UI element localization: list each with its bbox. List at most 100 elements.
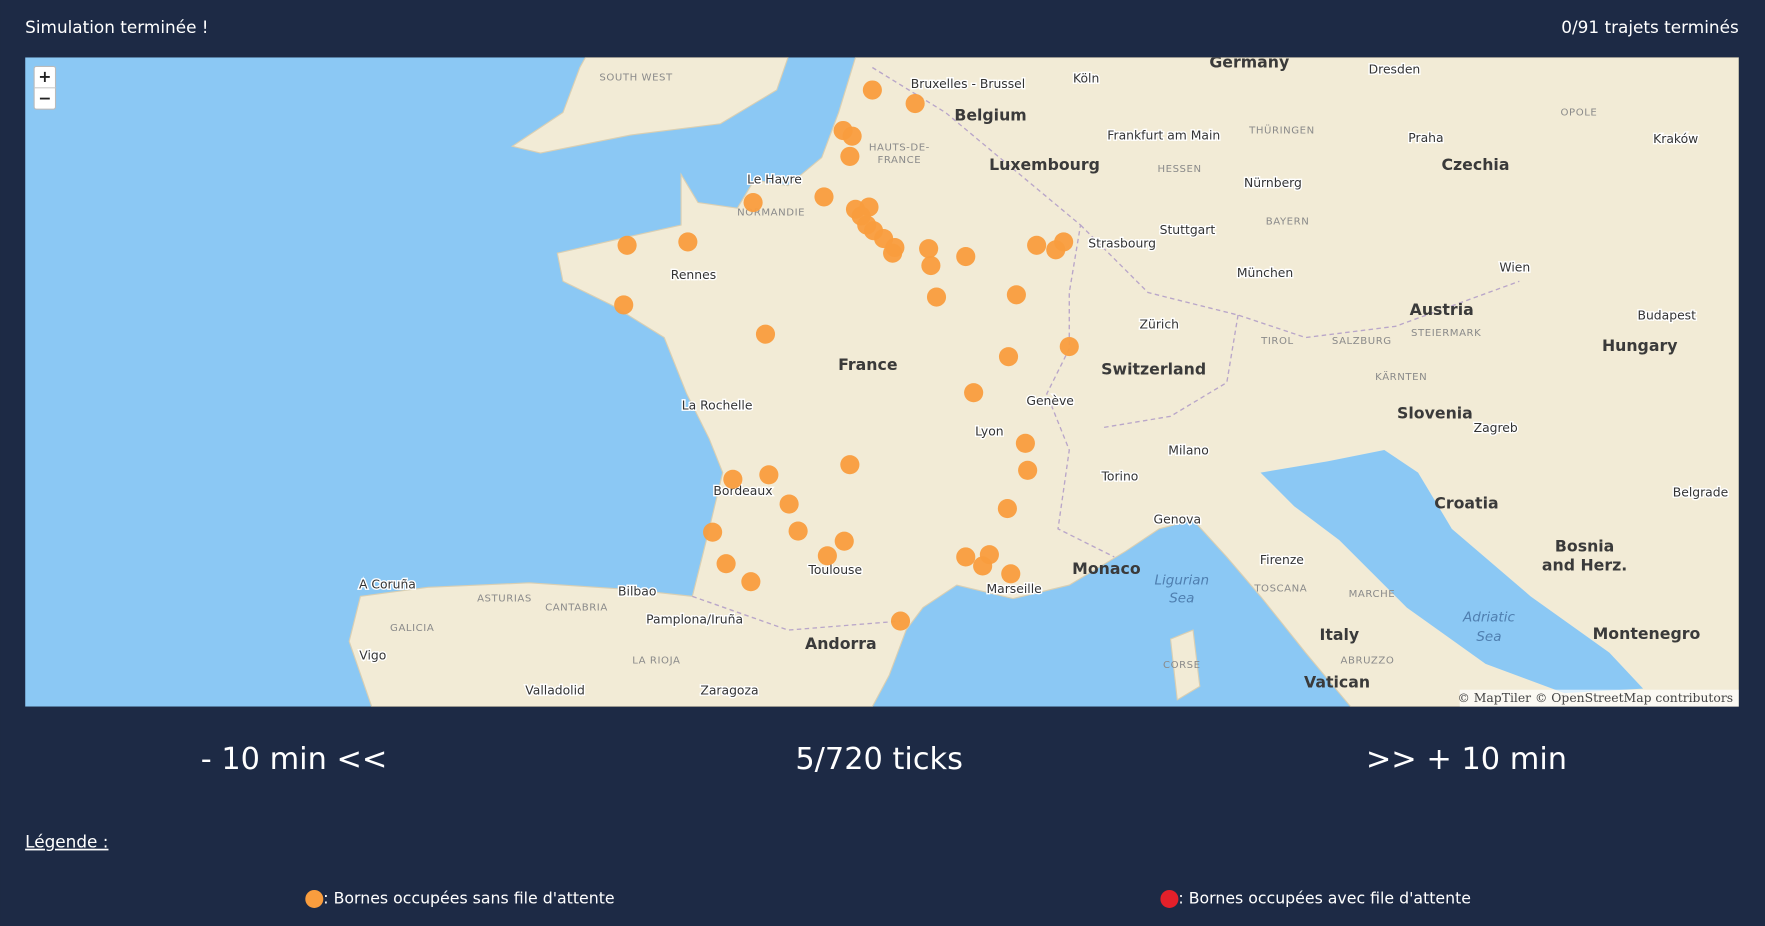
map-label: TOSCANA [1253,583,1307,594]
map-label: Stuttgart [1160,223,1216,237]
map-label: HESSEN [1157,164,1201,175]
map-label: BAYERN [1266,217,1310,228]
map-label: Frankfurt am Main [1107,129,1220,143]
map-label: Sea [1476,629,1501,645]
charging-marker [973,556,993,576]
charging-marker [890,611,911,631]
map-label: Bruxelles - Brussel [911,77,1025,91]
map-label: Genève [1026,394,1074,408]
map-label: Zürich [1140,318,1179,332]
charging-marker [964,383,984,403]
forward-button[interactable]: >> + 10 min [1366,742,1567,777]
attribution: © MapTiler © OpenStreetMap contributors [1457,691,1733,705]
borders [692,66,1520,631]
charging-marker [1015,433,1035,453]
land-uk [510,57,789,154]
map-label: Ligurian [1155,573,1210,589]
map-label: MARCHE [1349,589,1396,600]
map-label: HAUTS-DE- [869,142,930,153]
charging-marker [759,465,779,485]
map[interactable]: Germany Belgium Luxembourg France Switzerlan… [25,53,1739,707]
map-label: Hungary [1602,336,1678,355]
map-label: Bordeaux [713,484,772,498]
charging-marker [842,126,862,146]
map-label: Praha [1408,131,1443,145]
charging-marker [1027,235,1047,255]
map-label: A Coruña [359,578,416,592]
map-label: Zaragoza [700,683,758,697]
charging-marker [883,243,903,263]
attribution-bg [1459,689,1739,707]
charging-marker [1018,460,1038,480]
map-label: Belgrade [1673,485,1728,499]
map-label: Austria [1410,300,1474,319]
map-label: Germany [1209,53,1289,72]
map-label: Wien [1499,260,1530,274]
charging-marker [998,347,1019,367]
map-label: La Rochelle [682,399,753,413]
map-label: Belgium [954,105,1026,124]
map-label: France [838,355,897,374]
markers [614,80,1079,631]
map-label: Sea [1169,591,1194,607]
map-label: Italy [1319,625,1359,644]
map-label: LA RIOJA [632,655,680,666]
map-label: Pamplona/Iruña [646,612,743,626]
charging-marker [862,80,882,100]
back-button[interactable]: - 10 min << [201,742,388,777]
charging-marker [997,499,1017,519]
map-label: ASTURIAS [477,594,532,605]
adriatic [1260,450,1644,694]
charging-marker [678,232,698,252]
map-label: Adriatic [1462,610,1515,626]
charging-marker [743,192,763,213]
map-label: CORSE [1163,660,1201,671]
map-label: Marseille [987,582,1042,596]
map-label: Bosnia [1555,536,1614,555]
map-label: THÜRINGEN [1248,124,1315,137]
zoom-in[interactable]: + [38,67,51,86]
map-label: and Herz. [1542,555,1627,574]
map-label: Switzerland [1101,360,1206,379]
charging-marker [905,93,925,114]
map-label: Andorra [805,634,877,653]
map-label: Nürnberg [1244,176,1302,190]
map-label: Czechia [1441,155,1509,174]
map-label: Rennes [671,268,716,282]
charging-marker [919,239,939,259]
legend-swatch [1160,889,1179,908]
charging-marker [921,255,941,276]
map-label: Toulouse [807,563,862,577]
map-label: Zagreb [1474,421,1518,435]
map-label: Genova [1154,512,1201,526]
charging-marker [741,572,761,592]
legend-swatch [305,889,324,908]
map-label: Croatia [1434,494,1498,513]
map-label: Budapest [1637,309,1696,323]
map-label: FRANCE [878,155,922,166]
zoom-out[interactable]: − [38,89,51,108]
map-label: Slovenia [1397,404,1473,423]
progress: 0/91 trajets terminés [1561,17,1738,37]
map-label: Milano [1168,444,1208,458]
charging-marker [840,146,860,166]
map-label: STEIERMARK [1411,328,1481,339]
tick-counter: 5/720 ticks [795,742,963,777]
corsica [1169,629,1201,701]
map-label: Firenze [1260,553,1304,567]
charging-marker [755,324,776,344]
map-label: SALZBURG [1332,336,1392,347]
charging-marker [814,187,834,207]
charging-marker [779,494,799,514]
map-label: Monaco [1072,559,1141,578]
map-label: OPOLE [1561,108,1598,119]
map-label: Köln [1073,71,1099,85]
map-label: Luxembourg [989,155,1100,174]
charging-marker [716,554,736,574]
map-label: Torino [1100,470,1138,484]
map-label: Kraków [1653,132,1698,146]
map-label: ABRUZZO [1341,655,1395,666]
charging-marker [1001,564,1021,584]
